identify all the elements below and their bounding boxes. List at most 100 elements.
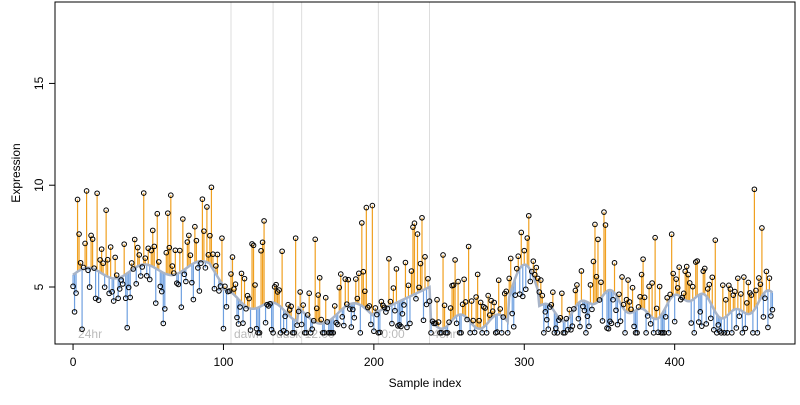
data-point — [670, 270, 676, 277]
data-point — [107, 244, 114, 250]
x-tick-label: 100 — [213, 355, 233, 369]
data-point — [762, 295, 768, 301]
data-point — [584, 313, 591, 320]
data-point — [446, 319, 452, 325]
data-point — [366, 303, 373, 309]
data-point — [574, 282, 580, 288]
data-point — [471, 329, 478, 336]
data-point — [631, 323, 637, 330]
data-point — [143, 272, 150, 279]
data-point — [249, 241, 255, 247]
data-point — [372, 305, 379, 311]
data-point — [565, 326, 571, 333]
data-point — [649, 280, 655, 286]
data-point — [554, 330, 561, 336]
data-point — [656, 283, 663, 290]
data-point — [721, 330, 728, 336]
data-point — [112, 254, 118, 261]
data-point — [533, 264, 540, 271]
data-point — [171, 270, 177, 276]
data-point — [500, 314, 507, 320]
data-point — [578, 268, 585, 274]
data-point — [285, 301, 291, 308]
data-point — [340, 322, 347, 329]
data-point — [238, 270, 245, 277]
data-point — [563, 315, 570, 322]
data-point — [184, 239, 191, 245]
y-tick-label: 10 — [32, 178, 46, 192]
data-point — [452, 257, 458, 263]
data-point — [121, 241, 127, 247]
data-point — [422, 253, 428, 260]
annotation-label: dusk — [276, 327, 302, 341]
data-point — [709, 274, 716, 281]
data-point — [732, 288, 738, 295]
data-point — [136, 252, 143, 258]
data-point — [477, 299, 484, 306]
data-point — [273, 281, 279, 288]
y-axis-ticks: 5 10 15 — [32, 76, 55, 290]
data-point — [331, 303, 338, 309]
data-point — [119, 281, 126, 287]
data-point — [542, 309, 549, 315]
data-point — [754, 330, 761, 336]
data-point — [404, 324, 410, 331]
data-point — [557, 314, 564, 321]
data-point — [411, 220, 418, 227]
data-point — [527, 278, 534, 285]
data-point — [165, 210, 171, 216]
data-point — [82, 240, 88, 247]
data-point — [174, 280, 180, 286]
data-point — [742, 325, 749, 332]
data-point — [298, 321, 305, 328]
data-point — [462, 299, 469, 305]
data-point — [638, 271, 645, 278]
data-point — [680, 290, 687, 297]
data-point — [664, 294, 670, 301]
data-point — [486, 312, 493, 318]
data-point — [414, 231, 421, 237]
data-point — [700, 268, 707, 274]
data-point — [160, 320, 167, 327]
data-point — [667, 291, 673, 298]
data-point — [608, 320, 615, 327]
data-point — [644, 313, 651, 319]
y-axis-label: Expression — [9, 143, 23, 202]
data-point — [127, 294, 134, 301]
data-point — [85, 267, 91, 274]
data-point — [175, 281, 182, 288]
data-point — [354, 295, 361, 302]
data-point — [166, 244, 173, 251]
data-point — [125, 284, 132, 291]
data-point — [453, 320, 460, 327]
data-point — [614, 321, 621, 328]
data-point — [101, 284, 108, 290]
data-point — [495, 277, 502, 284]
data-point — [643, 330, 649, 336]
data-point — [759, 225, 765, 231]
data-point — [368, 321, 374, 328]
data-point — [544, 316, 550, 323]
data-point — [333, 319, 340, 326]
data-point — [419, 214, 425, 221]
data-point — [513, 265, 520, 272]
data-point — [550, 289, 556, 295]
data-point — [189, 279, 195, 286]
data-point — [617, 318, 624, 324]
data-point — [154, 210, 161, 217]
data-point — [110, 298, 117, 304]
data-point — [629, 284, 636, 291]
data-point — [447, 305, 454, 311]
data-point — [318, 316, 325, 323]
data-point — [698, 323, 705, 329]
data-point — [616, 291, 622, 298]
data-point — [707, 315, 714, 322]
data-point — [426, 298, 433, 305]
data-point — [113, 272, 120, 278]
y-tick-label: 5 — [32, 283, 46, 290]
data-point — [504, 330, 511, 336]
data-point — [91, 265, 97, 271]
data-point — [536, 289, 543, 295]
data-point — [571, 306, 577, 312]
data-point — [464, 316, 470, 323]
